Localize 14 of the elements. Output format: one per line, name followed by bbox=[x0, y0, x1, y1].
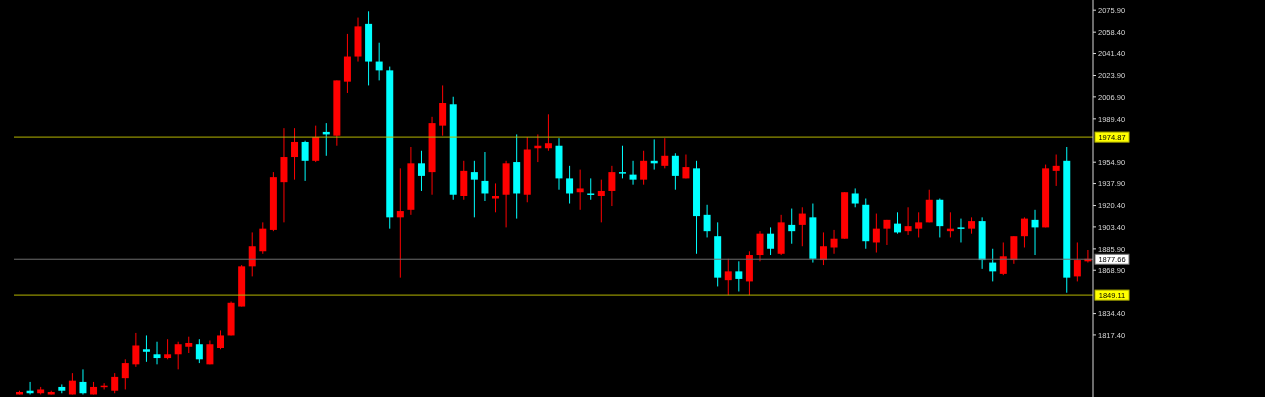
candlestick bbox=[851, 187, 859, 208]
candlestick bbox=[492, 182, 500, 213]
candlestick bbox=[58, 383, 66, 394]
candlestick bbox=[968, 216, 976, 235]
candlestick bbox=[618, 145, 626, 179]
candlestick bbox=[587, 177, 595, 201]
candlestick bbox=[470, 160, 478, 218]
candlestick bbox=[915, 211, 923, 238]
candlestick bbox=[957, 218, 965, 243]
candlestick bbox=[576, 169, 584, 211]
candlestick bbox=[164, 338, 172, 360]
candlestick bbox=[735, 260, 743, 292]
candlestick bbox=[185, 336, 193, 354]
candlestick bbox=[142, 334, 150, 363]
